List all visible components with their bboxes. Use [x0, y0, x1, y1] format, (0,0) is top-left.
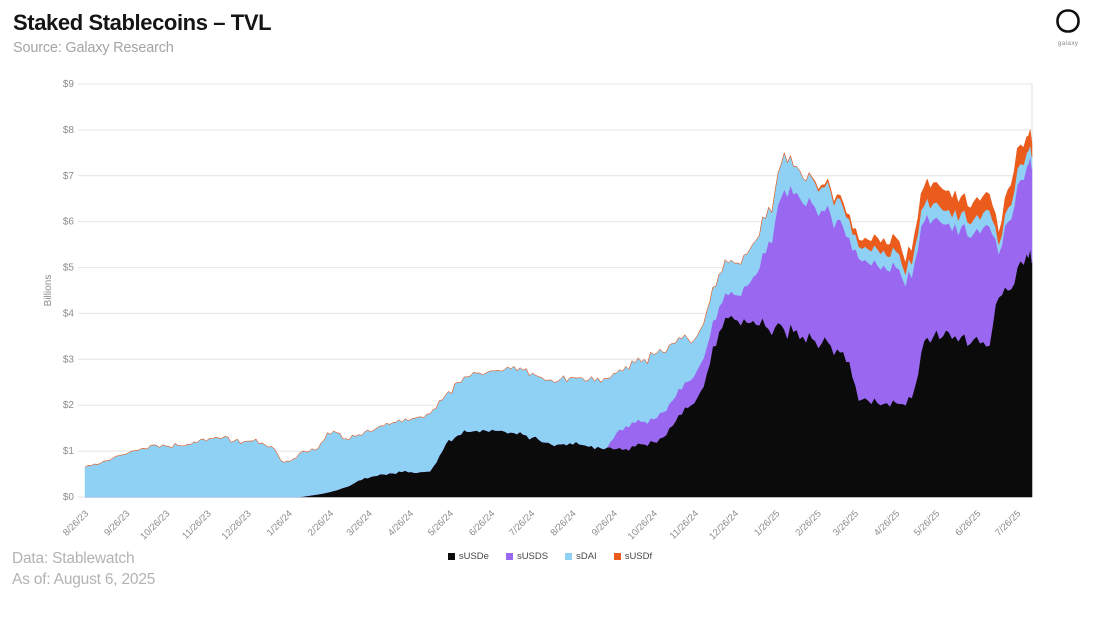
legend-item-sUSDf: sUSDf: [613, 551, 653, 562]
area-sUSDf: [84, 129, 1033, 468]
legend-item-sUSDS: sUSDS: [505, 551, 549, 562]
footer-data-source: Data: Stablewatch: [12, 550, 135, 567]
x-tick-label: 4/26/25: [872, 508, 902, 538]
x-tick-label: 5/26/25: [912, 508, 942, 538]
y-tick-label: $8: [63, 125, 75, 136]
galaxy-logo-icon: [1056, 9, 1080, 33]
legend-swatch-sUSDe: [447, 553, 455, 560]
galaxy-logo-text: galaxy: [1057, 40, 1079, 47]
x-tick-label: 8/26/24: [548, 508, 578, 538]
y-tick-label: $7: [63, 171, 75, 182]
y-tick-label: $2: [63, 400, 75, 411]
x-tick-label: 11/26/24: [668, 508, 701, 541]
x-tick-label: 6/26/24: [467, 508, 497, 538]
x-tick-label: 2/26/25: [794, 508, 824, 538]
y-tick-label: $0: [63, 492, 75, 503]
page-title: Staked Stablecoins – TVL: [13, 10, 272, 35]
source-label: Source: Galaxy Research: [13, 40, 174, 56]
legend-label-sUSDf: sUSDf: [624, 551, 653, 562]
x-tick-label: 12/26/23: [220, 508, 254, 542]
chart-footer: Data: Stablewatch As of: August 6, 2025: [12, 548, 155, 590]
y-axis-title: Billions: [43, 275, 54, 307]
y-tick-label: $1: [63, 446, 75, 457]
legend-label-sUSDe: sUSDe: [458, 551, 489, 562]
footer-as-of-date: As of: August 6, 2025: [12, 571, 156, 588]
legend-swatch-sDAI: [565, 553, 573, 560]
x-tick-label: 8/26/23: [61, 508, 91, 538]
x-tick-label: 4/26/24: [386, 508, 416, 538]
x-tick-label: 10/26/23: [138, 508, 172, 542]
legend-label-sDAI: sDAI: [576, 551, 597, 562]
x-tick-label: 5/26/24: [426, 508, 456, 538]
y-tick-label: $6: [63, 217, 75, 228]
x-tick-label: 7/26/25: [993, 508, 1023, 538]
legend-swatch-sUSDf: [613, 553, 621, 560]
legend-item-sUSDe: sUSDe: [447, 551, 489, 562]
x-tick-label: 11/26/23: [180, 508, 213, 541]
y-tick-label: $9: [63, 79, 75, 90]
x-tick-label: 1/26/24: [265, 508, 295, 538]
x-tick-label: 7/26/24: [507, 508, 537, 538]
x-tick-label: 6/26/25: [953, 508, 983, 538]
x-tick-label: 3/26/24: [345, 508, 375, 538]
x-tick-label: 2/26/24: [306, 508, 336, 538]
legend-item-sDAI: sDAI: [565, 551, 597, 562]
y-tick-label: $3: [63, 354, 75, 365]
y-tick-label: $5: [63, 263, 75, 274]
x-tick-label: 9/26/23: [102, 508, 132, 538]
legend-label-sUSDS: sUSDS: [516, 551, 549, 562]
legend-swatch-sUSDS: [505, 553, 513, 560]
x-tick-label: 1/26/25: [752, 508, 782, 538]
galaxy-logo: galaxy: [1048, 8, 1088, 47]
x-tick-label: 9/26/24: [590, 508, 620, 538]
x-tick-label: 3/26/25: [831, 508, 861, 538]
x-tick-label: 12/26/24: [707, 508, 741, 542]
chart-legend: sUSDe sUSDS sDAI sUSDf: [0, 551, 1100, 562]
y-tick-label: $4: [63, 308, 75, 319]
x-tick-label: 10/26/24: [626, 508, 660, 542]
